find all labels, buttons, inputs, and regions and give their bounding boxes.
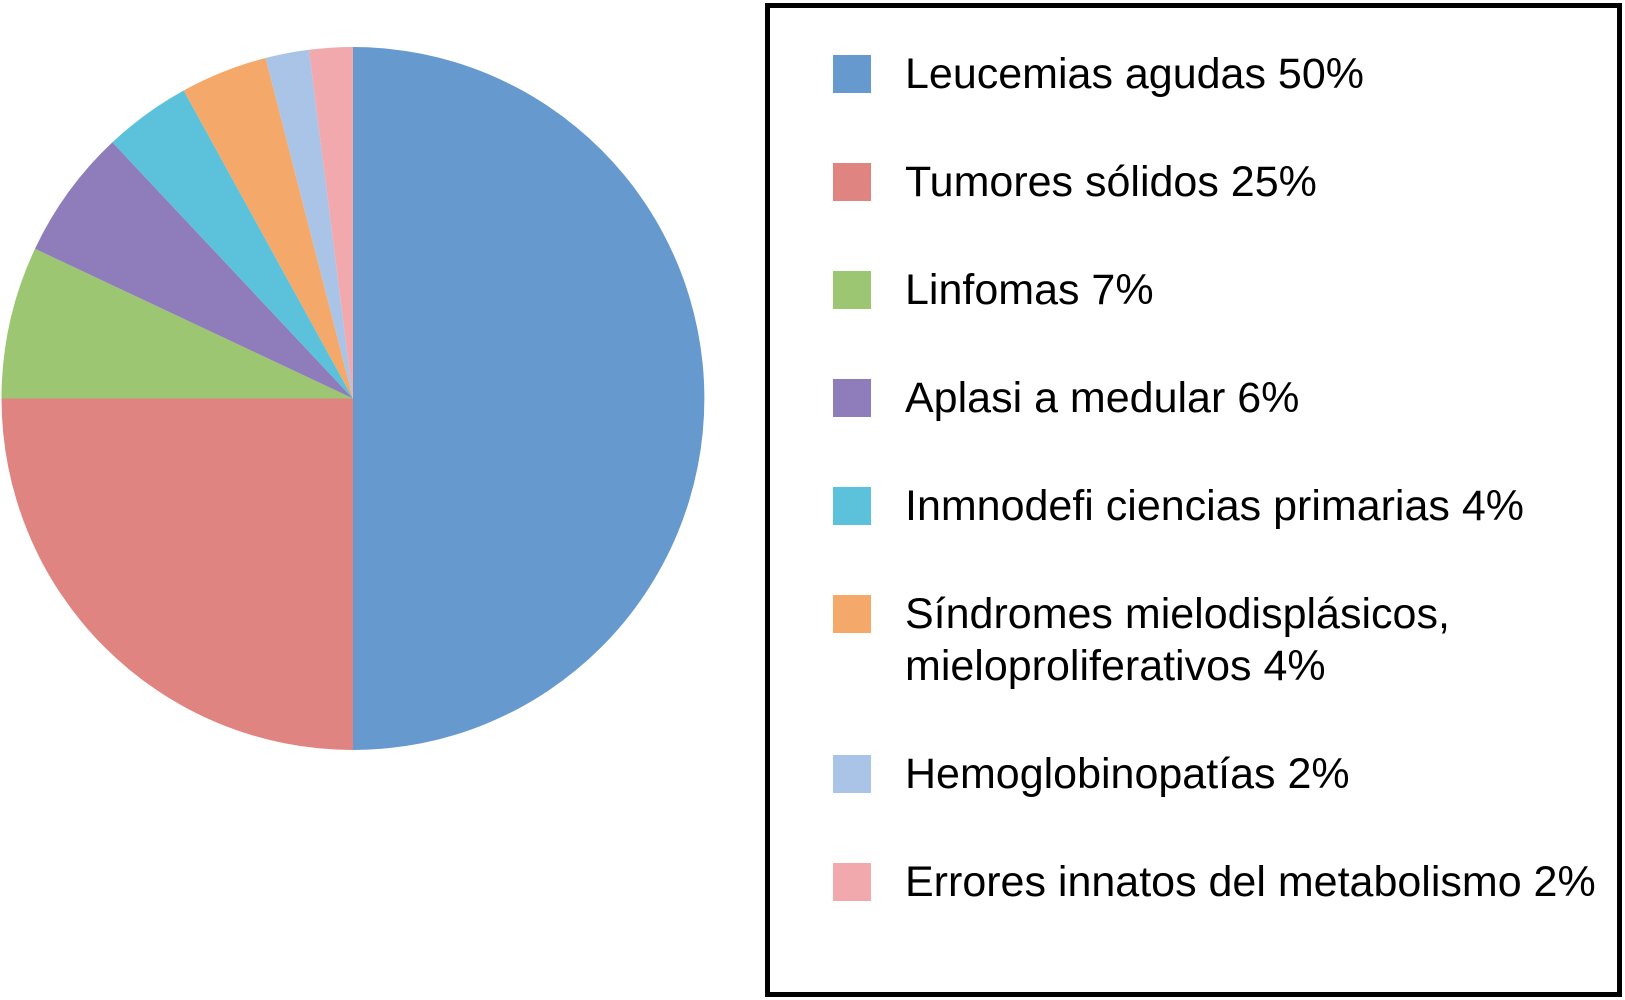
pie-slice-inmnodefi-ciencias-primarias [112, 90, 354, 399]
legend-item-leucemias-agudas: Leucemias agudas 50% [833, 48, 1602, 100]
pie-slice-leucemias-agudas [353, 47, 705, 750]
legend-swatch-icon [833, 755, 871, 793]
legend-swatch-icon [833, 595, 871, 633]
legend-item-linfomas: Linfomas 7% [833, 264, 1602, 316]
pie-slice-sindromes-mielodisplasicos-mieloproliferativos [183, 58, 353, 399]
pie-slice-hemoglobinopatias [265, 49, 353, 399]
legend-label: Errores innatos del metabolismo 2% [905, 856, 1596, 908]
legend-label: Linfomas 7% [905, 264, 1154, 316]
legend-label-line: Linfomas 7% [905, 266, 1154, 314]
legend-swatch-icon [833, 55, 871, 93]
legend-swatch-icon [833, 271, 871, 309]
legend-label-line: mieloproliferativos 4% [905, 642, 1326, 690]
legend-label: Leucemias agudas 50% [905, 48, 1364, 100]
legend-item-errores-innatos-del-metabolismo: Errores innatos del metabolismo 2% [833, 856, 1602, 908]
legend-swatch-icon [833, 379, 871, 417]
legend: Leucemias agudas 50% Tumores sólidos 25% L… [765, 3, 1622, 997]
legend-label-line: Aplasi a medular 6% [905, 374, 1300, 422]
legend-item-hemoglobinopatias: Hemoglobinopatías 2% [833, 748, 1602, 800]
pie-slice-aplasi-a-medular [35, 142, 353, 399]
legend-swatch-icon [833, 163, 871, 201]
legend-label: Síndromes mielodisplásicos, mieloprolifer… [905, 588, 1450, 692]
legend-swatch-icon [833, 487, 871, 525]
legend-item-aplasi-a-medular: Aplasi a medular 6% [833, 372, 1602, 424]
legend-label-line: Errores innatos del metabolismo 2% [905, 858, 1596, 906]
pie-slice-tumores-solidos [1, 398, 353, 750]
legend-swatch-icon [833, 863, 871, 901]
pie-slice-errores-innatos-del-metabolismo [308, 47, 353, 399]
legend-item-sindromes-mielodisplasicos-mieloproliferativos: Síndromes mielodisplásicos, mieloprolifer… [833, 588, 1602, 692]
legend-label-line: Leucemias agudas 50% [905, 50, 1364, 98]
legend-label-line: Tumores sólidos 25% [905, 158, 1317, 206]
legend-label-line: Síndromes mielodisplásicos, [905, 590, 1450, 638]
legend-item-inmnodefi-ciencias-primarias: Inmnodefi ciencias primarias 4% [833, 480, 1602, 532]
legend-label: Inmnodefi ciencias primarias 4% [905, 480, 1524, 532]
pie-slice-linfomas [1, 248, 353, 399]
legend-label: Hemoglobinopatías 2% [905, 748, 1350, 800]
legend-label-line: Hemoglobinopatías 2% [905, 750, 1350, 798]
legend-item-tumores-solidos: Tumores sólidos 25% [833, 156, 1602, 208]
legend-label: Aplasi a medular 6% [905, 372, 1299, 424]
legend-label: Tumores sólidos 25% [905, 156, 1317, 208]
legend-label-line: Inmnodefi ciencias primarias 4% [905, 482, 1524, 530]
